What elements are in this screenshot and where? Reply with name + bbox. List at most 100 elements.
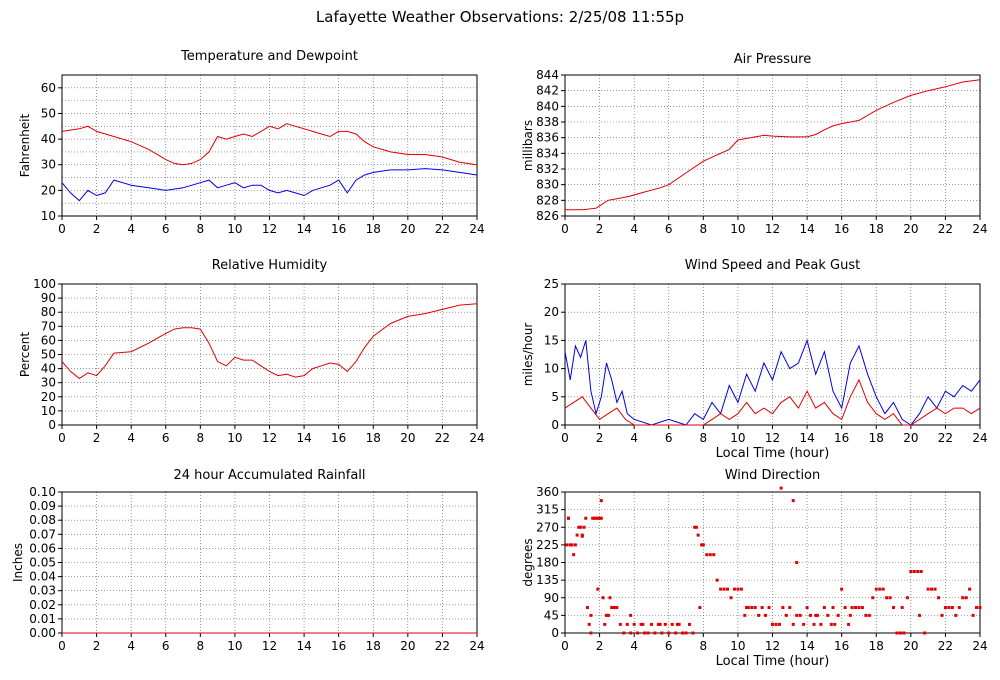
- pressure-xtick-label: 14: [799, 222, 814, 236]
- temperature-xtick-label: 18: [366, 222, 381, 236]
- wind-direction-point: [660, 631, 664, 635]
- wind-direction-xtick-label: 8: [700, 639, 708, 653]
- temperature-xtick-label: 16: [331, 222, 346, 236]
- pressure-ytick-label: 832: [536, 162, 559, 176]
- temperature-xtick-label: 20: [400, 222, 415, 236]
- temperature-series-line-blue: [61, 168, 478, 202]
- wind-direction-point: [743, 613, 747, 617]
- wind-direction-point: [636, 631, 640, 635]
- pressure-ytick-label: 834: [536, 146, 559, 160]
- humidity-ytick-label: 0: [48, 418, 56, 432]
- wind-direction-point: [809, 613, 813, 617]
- rainfall-ytick-label: 0.06: [29, 541, 56, 555]
- wind-direction-point: [656, 622, 660, 626]
- temperature-series-line-red: [61, 123, 478, 166]
- wind-direction-point: [570, 543, 574, 547]
- wind-direction-point: [771, 622, 774, 626]
- wind-direction-point: [575, 533, 579, 537]
- wind-direction-point: [732, 587, 736, 591]
- wind-direction-xtick-label: 4: [630, 639, 638, 653]
- pressure-xtick-label: 8: [700, 222, 708, 236]
- wind-direction-xtick-label: 16: [834, 639, 849, 653]
- wind-direction-point: [610, 606, 614, 610]
- humidity-series-line-red: [61, 303, 478, 380]
- wind-direction-point: [596, 587, 600, 591]
- wind-speed-ytick-label: 0: [551, 418, 559, 432]
- wind-direction-point: [726, 587, 730, 591]
- wind-direction-point: [905, 596, 909, 600]
- wind-direction-point: [930, 587, 934, 591]
- wind-direction-point: [594, 516, 598, 520]
- humidity-ytick-label: 80: [41, 305, 56, 319]
- humidity-ytick-label: 40: [41, 362, 56, 376]
- wind-direction-xtick-label: 0: [561, 639, 569, 653]
- wind-direction-point: [632, 622, 636, 626]
- pressure-xtick-label: 6: [665, 222, 673, 236]
- humidity-xtick-label: 20: [400, 431, 415, 445]
- wind-direction-xtick-label: 10: [730, 639, 745, 653]
- humidity-xtick-label: 14: [296, 431, 311, 445]
- wind-direction-point: [874, 587, 878, 591]
- wind-direction-point: [812, 622, 816, 626]
- wind-direction-point: [950, 606, 954, 610]
- wind-speed-xtick-label: 24: [972, 431, 987, 445]
- wind-speed-series-line-red: [564, 378, 981, 426]
- wind-direction-point: [591, 516, 595, 520]
- wind-direction-point: [885, 596, 889, 600]
- rainfall-ytick-label: 0.09: [29, 499, 56, 513]
- wind-direction-point: [700, 543, 704, 547]
- wind-speed-xtick-label: 8: [700, 431, 708, 445]
- wind-direction-point: [892, 606, 896, 610]
- temperature-xtick-label: 4: [127, 222, 135, 236]
- rainfall-ylabel: Inches: [11, 543, 25, 582]
- wind-speed-xtick-label: 10: [730, 431, 745, 445]
- wind-direction-point: [781, 606, 785, 610]
- wind-speed-series-line-blue: [564, 338, 981, 426]
- wind-speed-xtick-label: 16: [834, 431, 849, 445]
- humidity-ytick-label: 70: [41, 319, 56, 333]
- rainfall-xtick-label: 18: [366, 639, 381, 653]
- humidity-ytick-label: 10: [41, 404, 56, 418]
- wind-direction-point: [589, 631, 593, 635]
- wind-direction-point: [900, 606, 904, 610]
- wind-direction-point: [599, 499, 603, 503]
- wind-direction-ytick-label: 90: [544, 591, 559, 605]
- wind-direction-point: [629, 613, 633, 617]
- wind-direction-xtick-label: 20: [903, 639, 918, 653]
- wind-direction-point: [833, 622, 837, 626]
- wind-direction-xtick-label: 24: [972, 639, 987, 653]
- temperature-xtick-label: 12: [262, 222, 277, 236]
- wind-direction-point: [605, 613, 608, 617]
- pressure-series-line-red: [565, 79, 981, 211]
- wind-direction-point: [843, 606, 847, 610]
- wind-direction-point: [606, 613, 610, 617]
- wind-direction-point: [693, 525, 697, 529]
- humidity-xtick-label: 16: [331, 431, 346, 445]
- wind-direction-point: [895, 631, 899, 635]
- wind-direction-point: [831, 606, 835, 610]
- wind-direction-point: [767, 606, 771, 610]
- wind-direction-xlabel: Local Time (hour): [716, 654, 830, 669]
- pressure-ytick-label: 840: [536, 99, 559, 113]
- rainfall-ytick-label: 0.04: [29, 570, 56, 584]
- temperature-xtick-label: 6: [162, 222, 170, 236]
- wind-direction-ytick-label: 360: [536, 485, 559, 499]
- wind-direction-point: [729, 596, 733, 600]
- wind-direction-point: [566, 516, 570, 520]
- wind-direction-point: [784, 613, 788, 617]
- wind-direction-point: [912, 570, 916, 574]
- wind-speed-xtick-label: 2: [596, 431, 604, 445]
- wind-direction-point: [940, 613, 944, 617]
- wind-direction-point: [598, 516, 602, 520]
- wind-direction-point: [864, 613, 868, 617]
- rainfall-ytick-label: 0.03: [29, 584, 56, 598]
- wind-direction-point: [909, 570, 913, 574]
- wind-direction-ytick-label: 180: [536, 556, 559, 570]
- rainfall-xtick-label: 24: [469, 639, 484, 653]
- wind-direction-point: [675, 622, 679, 626]
- humidity-ytick-label: 20: [41, 390, 56, 404]
- wind-direction-point: [599, 516, 603, 520]
- temperature-ytick-label: 40: [41, 132, 56, 146]
